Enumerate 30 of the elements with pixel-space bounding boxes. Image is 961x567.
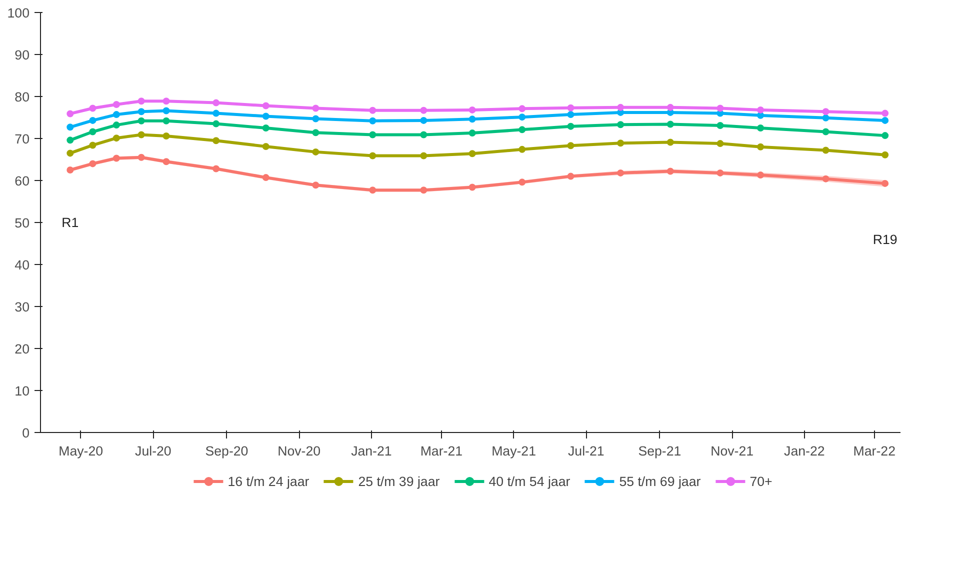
x-tick-label: Jul-20 (135, 444, 172, 458)
legend-label: 70+ (750, 474, 772, 488)
x-tick-label: Jul-21 (568, 444, 604, 458)
x-tick-label: May-21 (492, 444, 536, 458)
y-tick-label: 0 (22, 426, 30, 440)
y-tick-label: 30 (14, 300, 30, 314)
legend-label: 55 t/m 69 jaar (619, 474, 701, 488)
y-tick-label: 90 (14, 48, 30, 62)
y-tick-label: 80 (14, 90, 30, 104)
y-tick-label: 60 (14, 174, 30, 188)
x-tick-label: May-20 (58, 444, 104, 458)
y-tick-label: 40 (14, 258, 30, 272)
legend-label: 16 t/m 24 jaar (228, 474, 310, 488)
x-tick-label: Sep-20 (205, 444, 248, 458)
annotation: R1 (62, 215, 79, 230)
x-tick-label: Mar-21 (420, 444, 463, 458)
y-tick-label: 20 (14, 342, 30, 356)
y-tick-label: 100 (7, 6, 30, 20)
y-tick-label: 70 (14, 132, 30, 146)
y-tick-label: 10 (14, 384, 30, 398)
x-tick-label: Nov-20 (278, 444, 321, 458)
x-tick-label: Mar-22 (853, 444, 896, 458)
x-tick-label: Nov-21 (710, 444, 754, 458)
annotation: R19 (872, 232, 898, 247)
y-tick-label: 50 (14, 216, 30, 230)
x-tick-label: Jan-21 (351, 444, 392, 458)
legend-label: 25 t/m 39 jaar (358, 474, 440, 488)
x-tick-label: Sep-21 (638, 444, 682, 458)
legend-label: 40 t/m 54 jaar (488, 474, 570, 488)
x-tick-label: Jan-22 (784, 444, 825, 458)
